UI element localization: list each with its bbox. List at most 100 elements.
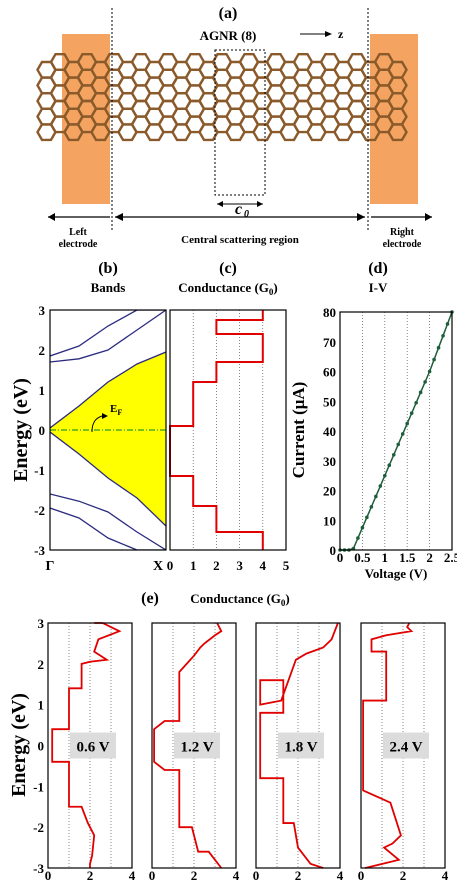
panel-e-label: (e) [141,590,159,607]
panel-e-ytick: 0 [38,739,45,754]
panel-d-xtick: 1 [382,550,389,565]
panel-b-ytick: -3 [34,543,45,558]
panel-d-ytick: 60 [323,365,336,380]
panel-d-title: I-V [369,280,388,295]
panel-e-frame [47,622,133,869]
panel-e-xtick: 4 [442,868,449,883]
panel-e-xtick: 2 [295,868,302,883]
band-5 [50,493,166,550]
panel-e-xtick: 0 [253,868,260,883]
left-electrode-label-1: Left [69,227,87,238]
panel-d-xtick: 2.5 [444,550,457,565]
panel-e-title-sub: 0 [281,598,286,608]
panel-e-subplot-4: 2.4 V 0 2 4 [358,622,449,883]
panel-e-xtick: 2 [87,868,94,883]
z-axis-label: z [338,27,344,41]
left-electrode-arrowhead [48,213,55,221]
central-arrowhead-right [357,213,365,221]
x-point-tick: X [153,559,163,574]
iv-point [374,494,378,499]
band-1 [50,351,166,429]
panel-e-curve-3 [259,622,339,869]
panel-e-title-text: Conductance (G [190,591,281,606]
band-3 [50,310,166,363]
iv-point [383,473,387,478]
right-electrode-label-2: electrode [383,239,422,250]
fermi-label: EF [110,403,122,417]
cell-label: c [235,201,242,218]
panel-d-xticks: 0 0.5 1 1.5 2 2.5 [337,550,457,565]
unit-cell-box [214,49,266,196]
central-region-label: Central scattering region [181,234,299,246]
panel-e-xtick: 2 [400,868,407,883]
panel-e-frame [360,622,446,869]
panel-b-ytick: 2 [39,343,46,358]
panel-d-xlabel: Voltage (V) [365,566,428,581]
panel-d-grid [362,312,430,550]
panel-e-subplot-2: 1.2 V 0 2 4 [149,622,240,883]
conductance-curve [169,310,264,550]
panel-e-ytick: -3 [33,861,44,876]
iv-point [427,369,432,374]
iv-point [445,322,450,326]
bias-label-box [383,732,429,759]
panel-b-ytick: 1 [39,383,46,398]
panel-c-xtick: 3 [236,558,243,573]
panel-c: 0 1 2 3 4 5 [167,309,290,573]
panel-d-ylabel: Current (μA) [289,382,308,479]
bias-label-box [174,732,220,759]
panel-d: Current (μA) 0 10 20 30 40 50 60 70 80 0 0.5 1 1.5 2… [289,305,457,581]
right-electrode-label-1: Right [390,227,415,238]
iv-point [365,515,369,520]
panel-e-curve-1 [51,622,122,868]
panel-e: (e) Conductance (G0) Energy (eV) 3210-1-… [8,590,449,883]
panel-b-ytick: -1 [34,463,45,478]
panel-e-yticks: 3 2 1 0 -1 -2 -3 [33,616,44,876]
panel-c-title-text: Conductance (G [178,280,269,295]
iv-point [409,411,414,415]
panel-e-ytick: 1 [38,698,45,713]
panel-d-xtick: 1.5 [399,550,416,565]
panel-e-ytick: -2 [33,820,44,835]
panel-d-ytick: 80 [323,305,336,320]
panel-d-ytick: 50 [323,394,336,409]
panel-b-ytick: 3 [39,303,46,318]
panel-c-title-end: ) [273,280,277,295]
bias-label-box [278,732,324,759]
panel-a: (a) AGNR (8) z c 0 Left electrode Centra… [36,5,432,250]
fermi-label-sub: F [117,408,122,417]
agnr-title: AGNR (8) [200,28,257,43]
panel-a-label: (a) [219,5,238,22]
iv-point [436,345,441,350]
panel-e-xtick: 0 [45,868,52,883]
panel-b: Energy (eV) EF 3 2 1 0 -1 -2 -3 Γ X [10,303,167,574]
panel-b-ylabel: Energy (eV) [10,378,32,482]
iv-point [356,536,360,540]
iv-point [414,400,418,405]
fermi-label-text: E [110,403,117,415]
panel-c-title: Conductance (G0) [178,280,277,297]
bias-label: 1.2 V [180,740,213,756]
panel-e-curve-4 [362,622,414,869]
iv-point [369,505,374,509]
panel-c-xtick: 0 [167,558,174,573]
iv-points [338,310,454,552]
panel-d-ytick: 0 [330,543,337,558]
left-electrode-block [62,34,110,204]
panel-b-label: (b) [98,260,118,277]
panel-d-xtick: 0.5 [354,550,371,565]
panel-e-xtick: 0 [358,868,365,883]
panel-d-xtick: 0 [337,550,344,565]
left-electrode-label-2: electrode [59,239,98,250]
panel-b-frame [49,309,167,551]
panel-c-xtick: 1 [190,558,197,573]
panel-d-label: (d) [368,260,388,277]
panel-b-ytick: -2 [34,503,45,518]
bias-label: 0.6 V [76,740,109,756]
panel-d-ytick: 30 [323,454,336,469]
panel-c-frame [169,309,287,551]
graphene-ribbon-lattice [36,53,408,142]
hexagon-ring [387,123,408,142]
panel-e-ytick: 3 [38,616,45,631]
